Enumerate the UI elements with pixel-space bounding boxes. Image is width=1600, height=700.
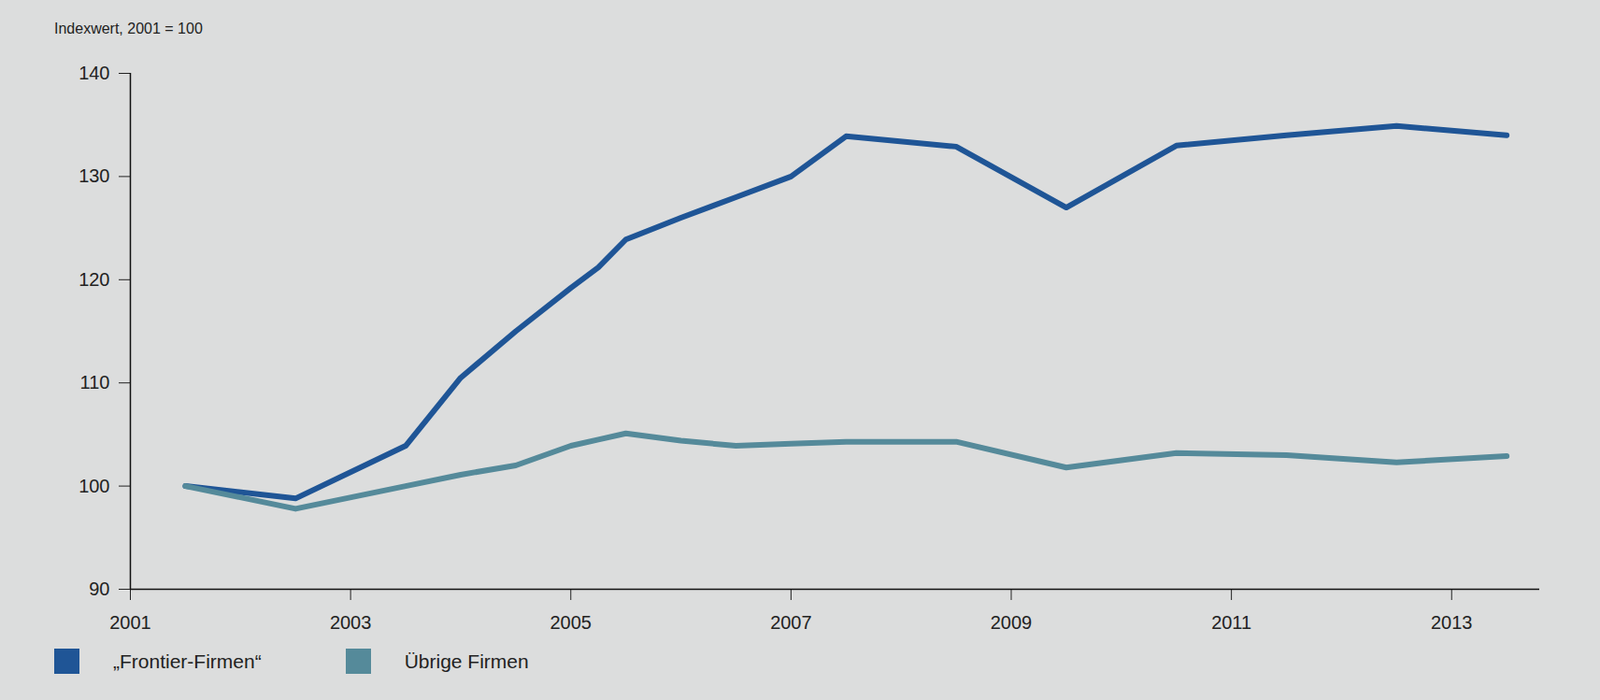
svg-text:90: 90 [88,578,110,600]
svg-text:2007: 2007 [770,612,813,633]
html-text:Indexwert, 2001 = 100: Indexwert, 2001 = 100 [54,20,203,37]
svg-text:130: 130 [78,165,110,186]
svg-text:2005: 2005 [550,612,593,633]
html-text:Übrige Firmen: Übrige Firmen [404,650,529,672]
svg-text:2009: 2009 [990,612,1033,633]
svg-text:100: 100 [78,475,110,497]
svg-text:120: 120 [78,269,110,290]
svg-text:140: 140 [78,62,110,84]
svg-text:2003: 2003 [329,612,372,633]
svg-text:110: 110 [80,371,111,393]
svg-text:2011: 2011 [1211,612,1252,633]
svg-text:2001: 2001 [109,612,152,633]
svg-text:2013: 2013 [1430,612,1473,633]
html-text:„Frontier-Firmen“: „Frontier-Firmen“ [113,650,262,672]
